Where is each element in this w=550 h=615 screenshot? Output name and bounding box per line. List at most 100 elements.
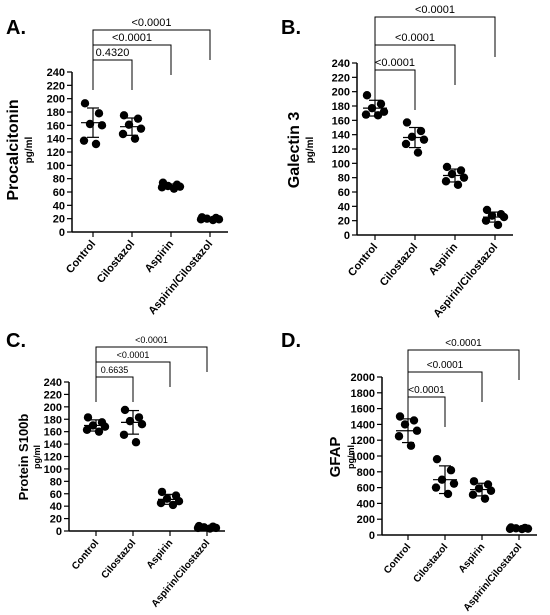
y-axis-label: Galectin 3: [286, 112, 303, 189]
data-point: [131, 438, 141, 447]
data-point: [493, 220, 503, 230]
data-point: [483, 480, 493, 489]
data-point: [367, 103, 377, 113]
y-tick-label: 60: [338, 187, 350, 199]
y-tick-label: 1600: [351, 404, 375, 416]
y-tick-label: 1800: [351, 388, 375, 400]
y-tick-label: 20: [50, 514, 62, 526]
y-tick-label: 40: [53, 200, 65, 212]
y-tick-label: 180: [44, 414, 62, 426]
data-point: [437, 475, 447, 484]
y-tick-label: 220: [44, 389, 62, 401]
data-point: [80, 99, 90, 108]
data-point: [505, 524, 515, 534]
data-point: [431, 483, 441, 492]
data-point: [482, 205, 492, 215]
y-axis-unit: pg/ml: [24, 136, 35, 163]
y-tick-label: 160: [44, 427, 62, 439]
data-point: [469, 477, 479, 486]
y-tick-label: 20: [338, 216, 350, 228]
y-tick-label: 180: [47, 107, 65, 119]
data-point: [196, 215, 206, 224]
data-point: [449, 479, 459, 488]
comparison-bracket: [95, 346, 208, 372]
data-point: [443, 489, 453, 499]
panel-letter: C.: [6, 330, 26, 352]
y-tick-label: 240: [44, 377, 62, 389]
y-tick-label: 220: [332, 72, 350, 84]
data-point: [412, 426, 422, 435]
y-tick-label: 600: [357, 483, 375, 495]
x-tick-label: Aspirin: [427, 241, 461, 278]
data-point: [419, 135, 429, 144]
data-point: [441, 177, 451, 186]
panel-letter: B.: [281, 17, 301, 39]
x-tick-label: Aspirin: [457, 542, 488, 575]
y-tick-label: 200: [44, 402, 62, 414]
y-tick-label: 80: [50, 476, 62, 488]
y-tick-label: 100: [332, 158, 350, 170]
data-point: [481, 216, 491, 225]
y-tick-label: 1400: [351, 419, 375, 431]
p-value-label: 0.6635: [101, 365, 129, 375]
data-point: [137, 420, 147, 429]
data-point: [124, 120, 134, 129]
data-point: [361, 110, 371, 119]
y-tick-label: 0: [369, 530, 375, 542]
comparison-bracket: [407, 371, 483, 402]
y-axis-unit: pg/ml: [32, 445, 42, 469]
p-value-label: <0.0001: [375, 57, 415, 69]
x-tick-label: Cilostazol: [378, 241, 421, 289]
data-point: [97, 121, 107, 130]
data-point: [406, 441, 416, 450]
data-point: [168, 500, 178, 510]
y-axis-unit: pg/ml: [305, 136, 316, 163]
comparison-bracket: [95, 376, 134, 402]
data-point: [100, 422, 110, 431]
y-tick-label: 80: [338, 173, 350, 185]
comparison-bracket: [407, 396, 446, 427]
panel-b-chart: B. Galectin 3 pg/ml 0 20 40 60 80 100 120 140 160 18…: [281, 4, 513, 320]
p-value-label: <0.0001: [445, 338, 482, 349]
data-point: [125, 416, 135, 426]
data-point: [409, 416, 419, 425]
y-tick-label: 0: [344, 230, 350, 242]
comparison-bracket: [374, 69, 416, 110]
data-point: [373, 111, 383, 120]
data-point: [157, 487, 167, 497]
y-tick-label: 2000: [351, 372, 375, 384]
y-tick-label: 160: [332, 115, 350, 127]
x-tick-label: Aspirin: [143, 238, 177, 275]
data-point: [442, 162, 452, 172]
data-point: [459, 173, 469, 182]
data-point: [88, 421, 98, 430]
data-point: [432, 454, 442, 464]
data-point: [133, 114, 143, 123]
y-tick-label: 100: [47, 160, 65, 172]
panel-c: C. Protein S100b pg/ml 0 20 40 60 80 100 120 140 16…: [0, 307, 275, 614]
data-point: [94, 427, 104, 436]
data-point: [474, 484, 484, 493]
y-tick-label: 240: [332, 58, 350, 70]
y-tick-label: 1000: [351, 451, 375, 463]
data-point: [83, 413, 93, 422]
data-point: [468, 490, 478, 499]
y-tick-label: 60: [50, 489, 62, 501]
x-tick-label: Cilostazol: [412, 542, 451, 585]
data-point: [82, 425, 92, 435]
comparison-bracket: [374, 16, 496, 57]
data-point: [407, 132, 417, 142]
y-tick-label: 60: [53, 187, 65, 199]
data-point: [169, 184, 179, 193]
data-point: [118, 129, 128, 139]
x-tick-label: Cilostazol: [100, 538, 139, 581]
y-tick-label: 140: [47, 134, 65, 146]
data-point: [395, 412, 405, 421]
data-point: [402, 118, 412, 127]
data-point: [517, 524, 527, 534]
y-tick-label: 220: [47, 80, 65, 92]
panel-letter: A.: [6, 17, 26, 39]
x-tick-label: Control: [64, 238, 98, 276]
data-point: [85, 119, 95, 129]
